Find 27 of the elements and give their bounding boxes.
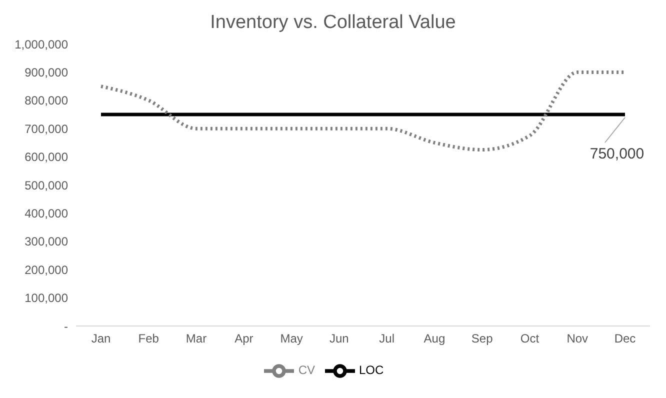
x-tick-label: May [280,332,303,346]
y-tick-label: 200,000 [24,262,68,277]
y-tick-label: 400,000 [24,206,68,220]
x-tick-label: Jul [379,332,394,346]
y-tick-label: 700,000 [24,122,68,136]
legend-label: LOC [358,363,384,378]
y-tick-label: 600,000 [24,150,68,164]
x-tick-label: Jun [330,332,349,346]
annotation: 750,000 [590,146,644,162]
y-tick-label: 100,000 [24,291,68,306]
y-tick-label: 900,000 [24,65,68,80]
legend-label: CV [298,363,315,378]
y-tick-label: 1,000,000 [14,37,68,52]
chart-title: Inventory vs. Collateral Value [209,11,457,35]
x-tick-label: Sep [471,332,494,346]
y-tick-label: 800,000 [24,94,68,108]
x-tick-label: Mar [186,332,207,346]
x-tick-label: Feb [138,332,160,346]
y-tick-label: - [64,319,68,334]
x-tick-label: Aug [424,332,446,346]
y-tick-label: 500,000 [24,178,68,192]
x-tick-label: Jan [91,332,111,346]
x-tick-label: Apr [234,332,254,346]
x-tick-label: Nov [566,332,588,346]
x-tick-label: Dec [614,332,636,346]
y-tick-label: 300,000 [24,234,68,249]
x-tick-label: Oct [520,332,540,346]
